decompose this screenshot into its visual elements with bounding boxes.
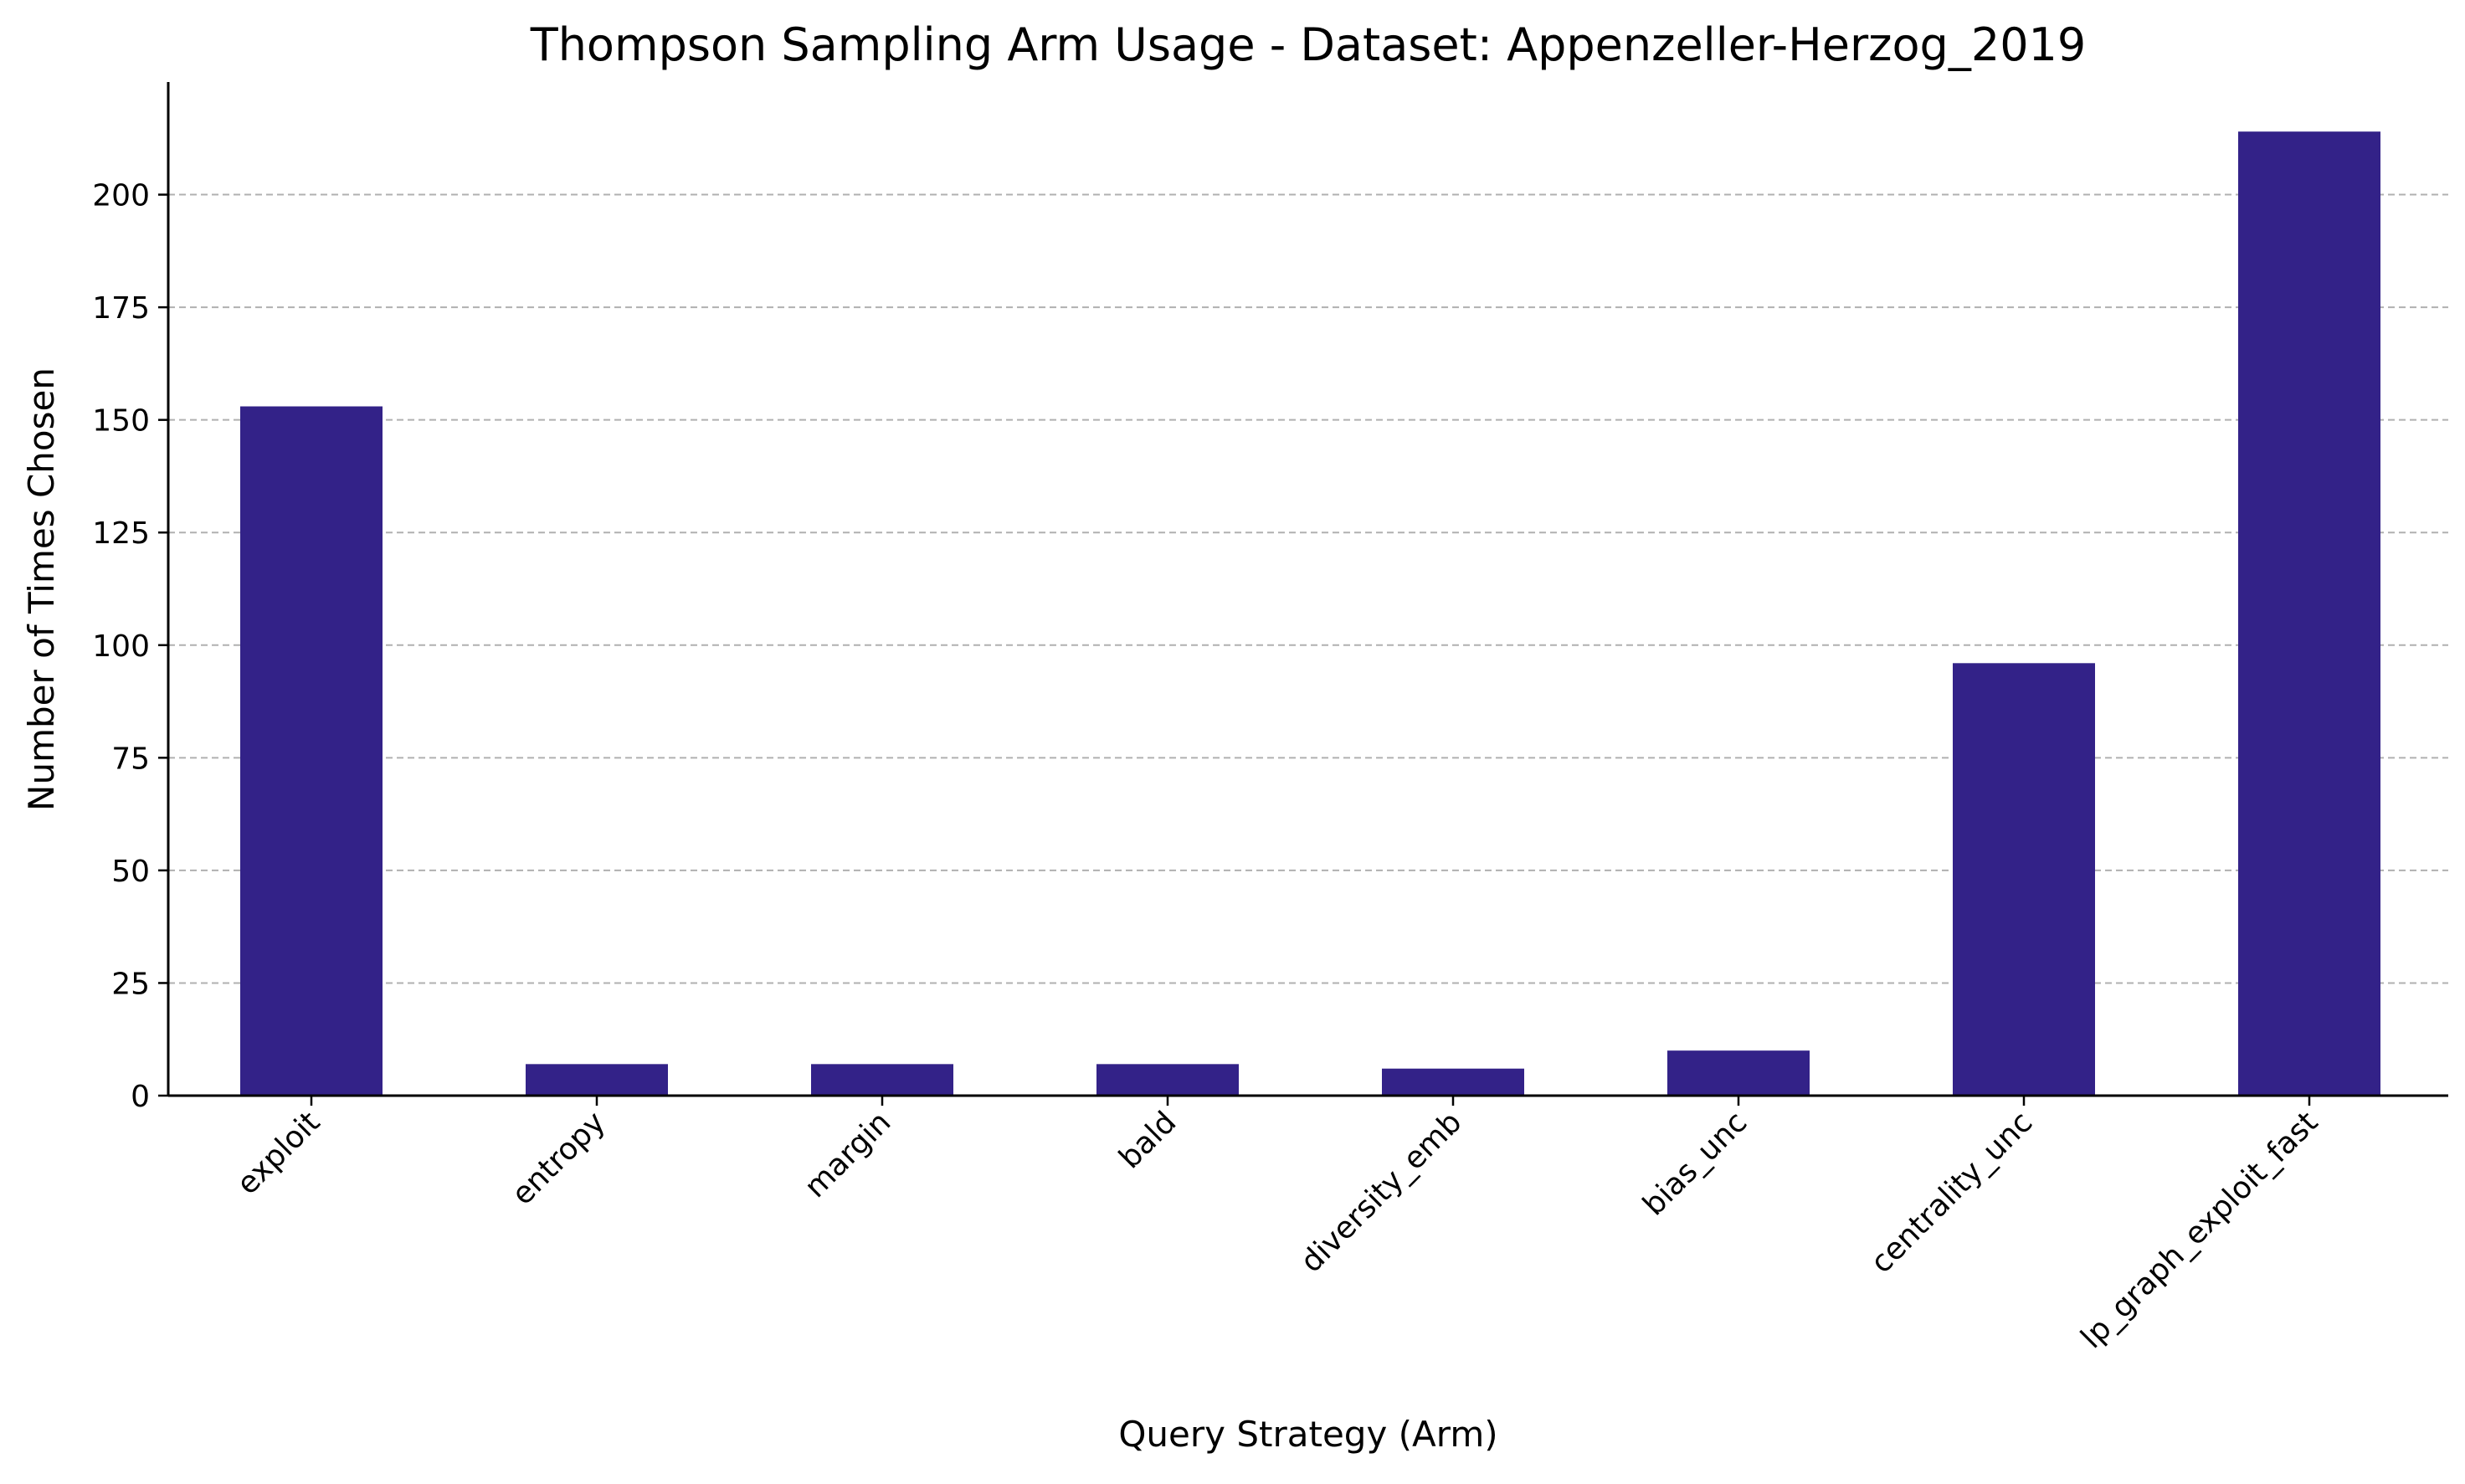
x-tick-label: bald bbox=[1112, 1105, 1183, 1175]
bar-lp-graph-exploit-fast bbox=[2238, 131, 2380, 1096]
chart-title: Thompson Sampling Arm Usage - Dataset: A… bbox=[530, 18, 2087, 71]
y-tick-label: 0 bbox=[131, 1080, 150, 1114]
x-tick-label: centrality_unc bbox=[1864, 1105, 2039, 1280]
y-axis-label: Number of Times Chosen bbox=[21, 367, 62, 811]
bars bbox=[240, 131, 2380, 1096]
y-tick-label: 75 bbox=[111, 742, 150, 776]
x-ticks: exploit entropy margin bald diversity_emb bia… bbox=[230, 1096, 2324, 1355]
bar-bias-unc bbox=[1667, 1050, 1810, 1096]
bar-exploit bbox=[240, 406, 383, 1096]
y-tick-label: 50 bbox=[111, 855, 150, 889]
y-tick-label: 125 bbox=[92, 516, 150, 551]
bar-entropy bbox=[526, 1064, 668, 1096]
y-tick-label: 100 bbox=[92, 629, 150, 664]
bar-diversity-emb bbox=[1382, 1068, 1524, 1096]
x-tick-label: exploit bbox=[230, 1105, 326, 1201]
x-tick-label: diversity_emb bbox=[1294, 1105, 1468, 1279]
grid-lines bbox=[168, 193, 2448, 984]
y-ticks: 0 25 50 75 100 125 150 175 200 bbox=[92, 179, 168, 1114]
y-tick-label: 150 bbox=[92, 404, 150, 439]
bar-margin bbox=[811, 1064, 953, 1096]
x-tick-label: lp_graph_exploit_fast bbox=[2075, 1105, 2325, 1355]
x-tick-label: margin bbox=[799, 1105, 898, 1204]
y-tick-label: 200 bbox=[92, 179, 150, 213]
bar-bald bbox=[1096, 1064, 1239, 1096]
y-tick-label: 175 bbox=[92, 291, 150, 326]
x-tick-label: bias_unc bbox=[1636, 1105, 1754, 1222]
bar-centrality-unc bbox=[1953, 663, 2095, 1096]
y-tick-label: 25 bbox=[111, 967, 150, 1001]
axes bbox=[167, 82, 2448, 1097]
x-tick-label: entropy bbox=[506, 1105, 612, 1211]
x-axis-label: Query Strategy (Arm) bbox=[1118, 1414, 1497, 1455]
